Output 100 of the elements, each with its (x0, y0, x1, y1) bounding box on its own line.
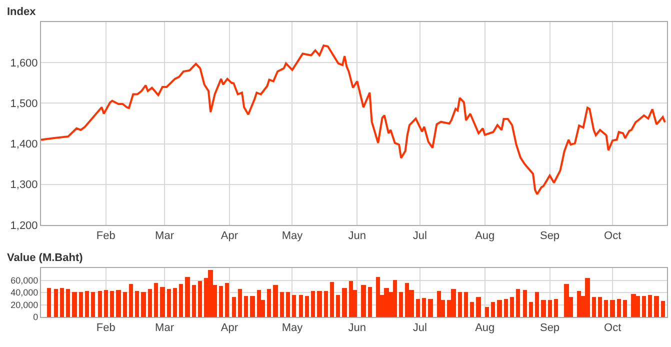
bar (541, 300, 546, 317)
bar (311, 291, 315, 317)
bar (208, 270, 213, 317)
bar (592, 297, 596, 317)
y-tick-label: 1,400 (10, 138, 38, 151)
bar (244, 296, 248, 317)
bar (491, 302, 495, 317)
bar (135, 291, 139, 317)
bar (393, 280, 397, 317)
bar (273, 285, 278, 317)
y-axis-title: Value (M.Baht) (7, 252, 84, 264)
bar (179, 284, 183, 317)
x-tick-label: Feb (96, 230, 116, 242)
y-tick-label: 20,000 (10, 300, 38, 310)
bar (485, 307, 489, 317)
bar (368, 287, 372, 317)
bar (305, 296, 309, 317)
bar (267, 289, 271, 317)
bar (342, 288, 347, 317)
x-tick-label: Feb (96, 322, 116, 334)
bar (317, 291, 322, 317)
bar (198, 281, 202, 317)
y-axis-title: Index (7, 6, 37, 18)
bar (631, 294, 636, 317)
bar (554, 299, 558, 317)
x-tick-label: Aug (475, 322, 495, 334)
y-tick-label: 1,200 (10, 220, 38, 232)
bar (173, 288, 177, 317)
bar (548, 300, 552, 317)
bar (523, 290, 527, 317)
bar (286, 292, 290, 317)
y-tick-label: 1,500 (10, 98, 38, 110)
x-tick-label: Mar (155, 230, 174, 242)
bar (516, 289, 520, 317)
bar (470, 302, 474, 317)
bar (66, 289, 70, 317)
y-tick-label: 1,300 (10, 179, 38, 192)
x-tick-label: Jul (412, 322, 427, 334)
bar (476, 297, 481, 317)
bar (577, 291, 581, 317)
bar (623, 300, 627, 317)
x-tick-label: Apr (220, 322, 238, 334)
x-tick-label: May (282, 322, 304, 334)
x-tick-label: Mar (155, 322, 174, 334)
bar (91, 292, 95, 317)
x-tick-label: Oct (604, 322, 622, 334)
bar (451, 289, 456, 317)
bar (661, 301, 665, 317)
bar (376, 277, 380, 317)
bar (437, 291, 441, 317)
y-tick-label: 60,000 (10, 275, 38, 286)
x-tick-label: Aug (475, 230, 495, 242)
bar (257, 290, 261, 317)
x-tick-label: Jun (348, 230, 366, 242)
bar (428, 299, 433, 317)
bar (167, 289, 171, 317)
bar (330, 282, 334, 317)
bar (238, 289, 242, 317)
bar (617, 299, 621, 317)
y-tick-label: 40,000 (10, 288, 38, 298)
x-tick-label: May (282, 230, 304, 242)
bar (564, 284, 569, 317)
y-tick-label: 1,600 (10, 57, 38, 70)
bar (232, 297, 236, 317)
bar (416, 299, 420, 317)
bar (110, 291, 114, 317)
bar (464, 292, 468, 317)
bar (361, 285, 366, 317)
bar (610, 300, 615, 317)
x-tick-label: Jun (348, 322, 366, 334)
bar (384, 288, 389, 317)
x-tick-label: Oct (604, 230, 622, 242)
bar (422, 298, 426, 317)
bar (250, 296, 255, 317)
x-tick-label: Apr (220, 230, 238, 242)
bar (219, 286, 223, 317)
bar (529, 302, 533, 317)
bar (336, 295, 340, 317)
bar (299, 295, 303, 317)
bar (535, 292, 539, 317)
bar (349, 281, 353, 317)
bar (497, 300, 502, 317)
bar (324, 291, 328, 317)
bar (225, 283, 229, 317)
bar (458, 292, 462, 317)
y-tick-label: 0 (33, 312, 38, 322)
bar (604, 300, 608, 317)
bar (598, 297, 602, 317)
bar (642, 296, 646, 317)
bar (504, 299, 508, 317)
x-tick-label: Jul (412, 230, 427, 242)
bar (399, 292, 403, 317)
bar (510, 297, 514, 317)
bar (47, 288, 51, 317)
bar (192, 285, 196, 317)
bar (280, 292, 284, 317)
bar (185, 277, 190, 317)
x-tick-label: Sep (540, 230, 560, 242)
bar (585, 278, 590, 317)
bar (292, 295, 296, 317)
